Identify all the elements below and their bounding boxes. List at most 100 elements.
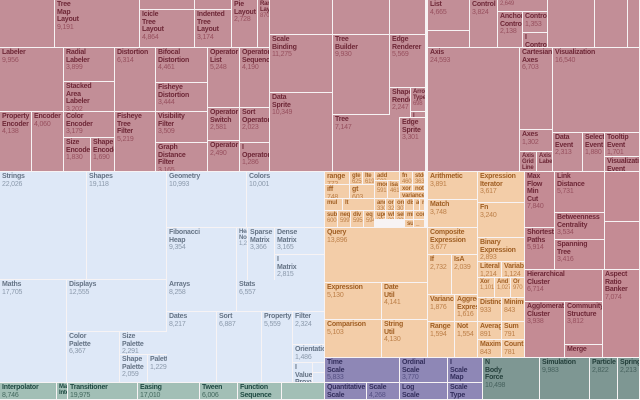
treemap-cell-tooltip-event[interactable]: Tooltip Event 1,701: [605, 133, 639, 156]
treemap-cell-aggregate-expression[interactable]: Aggregate Expression1,616: [455, 295, 477, 321]
treemap-cell-data-event[interactable]: Data Event 2,313: [553, 133, 582, 171]
treemap-cell-lte[interactable]: lte 619: [363, 172, 374, 184]
treemap-cell-spring[interactable]: Spring 2,213: [618, 358, 639, 399]
treemap-cell-not[interactable]: not: [413, 185, 424, 191]
treemap-cell-color-palette[interactable]: Color Palette 6,367: [67, 332, 119, 382]
treemap-cell-literal[interactable]: Literal 1,214: [478, 262, 501, 277]
treemap-cell-match[interactable]: Match 3,748: [428, 200, 477, 227]
treemap-cell-neq[interactable]: neq 599: [338, 211, 350, 227]
treemap-cell-filter[interactable]: Filter 2,324: [293, 312, 324, 344]
treemap-cell-range[interactable]: range 772: [325, 172, 349, 184]
treemap-cell-arithmetic[interactable]: Arithmetic 3,891: [428, 172, 477, 199]
treemap-cell-sub[interactable]: sub 600: [325, 211, 337, 227]
treemap-cell-color-encoder[interactable]: Color Encoder 3,179: [64, 112, 114, 137]
treemap-cell-avg[interactable]: avg: [414, 199, 419, 210]
treemap-cell-bifocal-distortion[interactable]: Bifocal Distortion 4,461: [156, 48, 207, 82]
treemap-cell-select[interactable]: select296: [395, 211, 404, 219]
treemap-cell-expression-iterator[interactable]: Expression Iterator 3,617: [478, 172, 524, 202]
treemap-cell-function-sequence[interactable]: Function Sequence5,842: [238, 383, 281, 399]
treemap-cell-and[interactable]: And 1,027: [495, 278, 510, 297]
treemap-cell-and[interactable]: and330: [375, 199, 385, 210]
treemap-cell-palette[interactable]: Palette1,229: [148, 355, 169, 382]
treemap-cell-operator-sequence[interactable]: Operator Sequence4,190: [240, 48, 269, 107]
treemap-cell-dense-matrix[interactable]: Dense Matrix 3,165: [275, 228, 324, 254]
treemap-cell-property[interactable]: Property 5,559: [262, 312, 292, 382]
treemap-cell-fisheye-tree-filter[interactable]: Fisheye Tree Filter 5,219: [115, 112, 155, 171]
treemap-cell-community-structure[interactable]: Community Structure 3,812: [565, 302, 602, 344]
treemap-cell-edge-sprite[interactable]: Edge Sprite 3,301: [400, 118, 425, 171]
treemap-cell-scale-binding[interactable]: Scale Binding 11,275: [270, 35, 332, 92]
treemap-cell-sum[interactable]: Sum 791: [502, 322, 524, 339]
treemap-cell-or[interactable]: or323: [386, 199, 394, 210]
treemap-cell-cartesian-axes[interactable]: Cartesian Axes 6,703: [520, 48, 552, 129]
treemap-cell-control[interactable]: Control 1,353: [523, 12, 547, 32]
treemap-cell-count[interactable]: count: [414, 211, 424, 219]
treemap-cell-axes[interactable]: Axes 1,302: [520, 130, 552, 151]
treemap-cell-stddev[interactable]: stddev363: [413, 172, 424, 184]
treemap-cell-operator[interactable]: Operator 2,490: [208, 141, 239, 171]
treemap-cell-expression[interactable]: Expression 5,130: [325, 283, 381, 319]
treemap-cell-fn[interactable]: Fn 3,240: [478, 203, 524, 237]
treemap-cell-indented-tree-layout[interactable]: Indented Tree Layout 3,174: [195, 10, 231, 47]
treemap-cell-merge[interactable]: Merge: [565, 345, 602, 357]
treemap-cell-transitioner[interactable]: Transitioner 19,975: [68, 383, 137, 399]
treemap-cell-count[interactable]: Count 781: [502, 340, 524, 357]
treemap-cell-i-control[interactable]: I Control: [523, 33, 547, 47]
treemap-cell-update[interactable]: update307: [375, 211, 385, 219]
treemap-cell-not[interactable]: Not 1,554: [455, 322, 477, 357]
treemap-cell-encoder[interactable]: Encoder 4,060: [32, 112, 63, 171]
treemap-cell-visualization-event[interactable]: Visualization Event: [605, 157, 639, 171]
treemap-cell-operator-switch[interactable]: Operator Switch 2,581: [208, 108, 239, 140]
treemap-cell-particle[interactable]: Particle 2,822: [590, 358, 617, 399]
treemap-cell-stats[interactable]: Stats 6,557: [237, 280, 324, 311]
treemap-cell-link-distance[interactable]: Link Distance 5,731: [555, 172, 604, 212]
treemap-cell-control[interactable]: Control 3,824: [470, 0, 497, 47]
treemap-cell-sort-operator[interactable]: Sort Operator 2,023: [240, 108, 269, 142]
treemap-cell-size-encoder[interactable]: Size Encoder 1,830: [64, 138, 90, 171]
treemap-cell-strings[interactable]: Strings 22,026: [0, 172, 86, 279]
treemap-cell-labeler[interactable]: Labeler 9,956: [0, 48, 63, 111]
treemap-cell-list[interactable]: List 4,665: [428, 0, 469, 30]
treemap-cell-orientation[interactable]: Orientation1,486: [293, 345, 324, 362]
treemap-cell-tree-builder[interactable]: Tree Builder 9,930: [333, 35, 389, 114]
treemap-cell-hierarchical-cluster[interactable]: Hierarchical Cluster 6,714: [525, 270, 602, 301]
treemap-cell-icicle-tree-layout[interactable]: Icicle Tree Layout 4,864: [140, 10, 194, 47]
treemap-cell-gt[interactable]: gt 603: [350, 185, 374, 198]
treemap-cell-variance[interactable]: Variance1,876: [428, 295, 454, 321]
treemap-cell-property-encoder[interactable]: Property Encoder 4,138: [0, 112, 31, 171]
treemap-cell-maths[interactable]: Maths 17,705: [0, 280, 66, 382]
treemap-cell-range[interactable]: Range 1,594: [428, 322, 454, 357]
treemap-cell-edge-renderer[interactable]: Edge Renderer 5,569: [390, 35, 425, 87]
treemap-cell-i-matrix[interactable]: I Matrix 2,815: [275, 255, 324, 284]
treemap-cell-tree[interactable]: Tree 7,147: [333, 115, 399, 171]
treemap-cell-spanning-tree[interactable]: Spanning Tree 3,416: [555, 240, 604, 269]
treemap-cell-n-body-force[interactable]: N Body Force 10,498: [483, 358, 539, 399]
treemap-cell-shape-palette[interactable]: Shape Palette 2,059: [120, 355, 147, 382]
treemap-cell-minimum[interactable]: Minimum843: [502, 298, 524, 321]
treemap-cell-axis-grid-line[interactable]: Axis Grid Line: [520, 152, 536, 171]
treemap-cell-i-renderer[interactable]: I Renderer: [411, 112, 425, 117]
treemap-cell-max-flow-min-cut[interactable]: Max Flow Min Cut 7,840: [525, 172, 554, 227]
treemap-cell-displays[interactable]: Displays 12,555: [67, 280, 166, 331]
treemap-cell-variance[interactable]: variance: [400, 192, 424, 198]
treemap-cell-mod[interactable]: mod591: [375, 181, 387, 198]
treemap-cell-binary-expression[interactable]: Binary Expression 2,893: [478, 238, 524, 261]
treemap-cell-dates[interactable]: Dates 8,217: [167, 312, 216, 382]
treemap-cell-xor[interactable]: Xor 1,101: [478, 278, 494, 297]
treemap-cell-eq[interactable]: eq 594: [364, 211, 374, 227]
treemap-cell-maximum[interactable]: Maximum843: [478, 340, 501, 357]
treemap-cell-graph-distance-filter[interactable]: Graph Distance Filter 3,165: [156, 143, 207, 171]
treemap-cell-min[interactable]: min: [405, 211, 413, 219]
treemap-cell-distortion[interactable]: Distortion 6,314: [115, 48, 155, 111]
treemap-cell-string-util[interactable]: String Util 4,130: [382, 320, 427, 357]
treemap-cell-sparse-matrix[interactable]: Sparse Matrix 3,366: [248, 228, 274, 284]
treemap-cell-orderby[interactable]: orderby307: [395, 199, 404, 210]
treemap-cell-axis-label[interactable]: Axis Label: [537, 152, 552, 171]
treemap-cell-tween[interactable]: Tween 6,006: [200, 383, 237, 399]
treemap-cell-heap-node[interactable]: Heap Node1,233: [237, 228, 247, 284]
treemap-cell-shortest-paths[interactable]: Shortest Paths 5,914: [525, 228, 554, 269]
